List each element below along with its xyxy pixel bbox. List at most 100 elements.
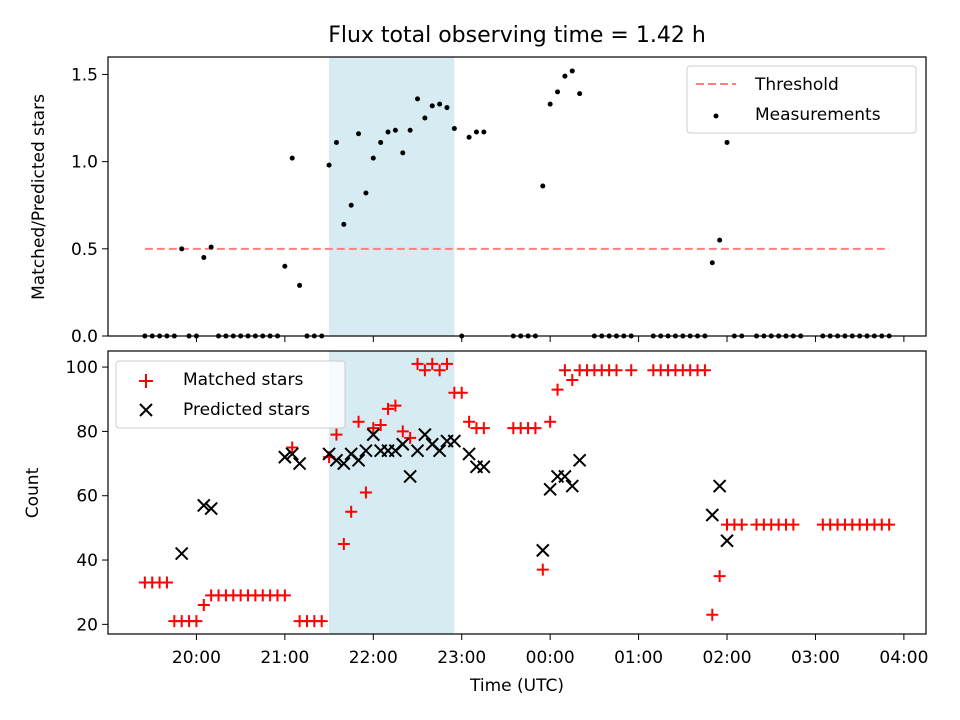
matched-star-point [713, 570, 726, 583]
matched-star-point [706, 608, 719, 621]
measurement-point [179, 246, 185, 252]
bottom-x-axis: 20:00 21:00 22:00 23:00 00:00 01:00 02:00 03:00… [172, 634, 928, 668]
measurement-point [289, 155, 295, 161]
matched-star-point [698, 364, 711, 377]
measurement-point [282, 263, 288, 269]
predicted-star-point [447, 434, 462, 448]
measurement-point [709, 260, 715, 266]
matched-star-point [610, 364, 623, 377]
top-y-axis-label: Matched/Predicted stars [29, 94, 49, 300]
measurement-point [370, 155, 376, 161]
measurement-point [297, 282, 303, 288]
predicted-star-point [720, 534, 734, 548]
top-plot-frame [107, 56, 927, 337]
matched-star-point [529, 422, 542, 435]
predicted-star-point [558, 469, 572, 484]
top-legend: Threshold Measurements [686, 65, 917, 134]
matched-star-point [426, 357, 439, 370]
bottom-legend-box [115, 360, 346, 429]
bottom-x-tick-label: 20:00 [172, 648, 221, 668]
matched-star-point [883, 518, 896, 531]
top-y-tick-label: 0.5 [71, 240, 98, 260]
predicted-star-point [477, 460, 491, 474]
matched-star-point [735, 518, 748, 531]
bottom-y-tick-label: 60 [76, 487, 98, 507]
bottom-x-tick-label: 21:00 [260, 648, 309, 668]
predicted-star-point [712, 479, 727, 493]
bottom-shaded-region [329, 351, 455, 634]
top-y-tick-label: 1.0 [71, 153, 98, 173]
measurement-point [547, 101, 553, 107]
measurement-point [481, 129, 487, 135]
predicted-star-point [536, 543, 550, 558]
predicted-star-point [396, 437, 410, 451]
measurement-point [326, 162, 332, 168]
bottom-y-tick-label: 80 [76, 422, 98, 442]
matched-star-point [389, 399, 402, 412]
measurement-point [333, 139, 339, 145]
matched-star-point [190, 615, 203, 628]
predicted-star-point [432, 443, 447, 458]
measurement-point [407, 127, 413, 133]
matched-star-point [411, 357, 424, 370]
matched-star-point [625, 364, 638, 377]
measurement-point [415, 96, 421, 102]
bottom-y-axis-label: Count [23, 467, 43, 518]
measurement-point [444, 105, 450, 111]
matched-star-point [477, 422, 490, 435]
matched-star-point [433, 364, 446, 377]
measurement-point [555, 89, 561, 95]
top-y-tick-label: 0.0 [71, 327, 98, 347]
bottom-x-tick-label: 23:00 [437, 648, 486, 668]
measurement-point [437, 101, 443, 107]
measurement-point [378, 139, 384, 145]
matched-star-point [359, 486, 372, 499]
matched-star-point [315, 615, 328, 628]
matched-star-point [440, 357, 453, 370]
matched-star-point [787, 518, 800, 531]
predicted-star-points [174, 427, 734, 561]
bottom-y-tick-label: 40 [76, 551, 98, 571]
predicted-star-point [705, 508, 719, 522]
predicted-star-point [337, 456, 351, 471]
matched-star-point [544, 415, 557, 428]
predicted-star-point [174, 546, 189, 561]
legend-measurements-swatch [713, 113, 719, 119]
predicted-star-point [359, 443, 373, 458]
matched-star-point [345, 505, 358, 518]
legend-threshold-label: Threshold [754, 75, 839, 95]
measurement-point [201, 255, 207, 261]
matched-star-point [374, 418, 387, 431]
top-y-axis: 0.0 0.5 1.0 1.5 [71, 65, 108, 347]
bottom-x-tick-label: 22:00 [349, 648, 398, 668]
bottom-y-tick-label: 100 [66, 358, 98, 378]
measurement-point [422, 115, 428, 121]
bottom-y-axis: 20 40 60 80 100 [66, 358, 108, 635]
legend-predicted-label: Predicted stars [183, 400, 310, 420]
measurement-point [451, 125, 457, 131]
bottom-panel: 20:00 21:00 22:00 23:00 00:00 01:00 02:00 03:00… [23, 350, 928, 696]
measurement-point [429, 103, 435, 109]
measurement-point [569, 68, 575, 74]
measurement-point [724, 139, 730, 145]
matched-star-point [396, 425, 409, 438]
bottom-y-tick-label: 20 [76, 615, 98, 635]
bottom-legend: Matched stars Predicted stars [115, 360, 346, 429]
top-x-ticks [195, 336, 905, 342]
bottom-x-tick-label: 03:00 [791, 648, 840, 668]
predicted-star-point [204, 501, 218, 516]
predicted-star-point [403, 469, 417, 484]
predicted-star-point [565, 479, 579, 493]
predicted-star-point [278, 450, 292, 464]
predicted-star-point [462, 447, 476, 461]
bottom-x-tick-label: 01:00 [614, 648, 663, 668]
top-shaded-region [329, 57, 455, 336]
measurement-point [473, 129, 479, 135]
bottom-x-tick-label: 04:00 [879, 648, 928, 668]
bottom-plot-frame [107, 350, 927, 635]
measurement-point [208, 244, 214, 250]
matched-star-point [197, 599, 210, 612]
matched-star-point [558, 364, 571, 377]
predicted-star-point [572, 453, 587, 468]
